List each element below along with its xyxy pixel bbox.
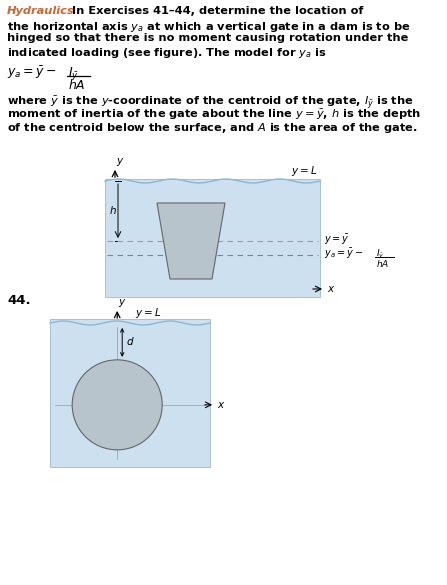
Text: hinged so that there is no moment causing rotation under the: hinged so that there is no moment causin… xyxy=(7,33,409,43)
Text: indicated loading (see figure). The model for $y_a$ is: indicated loading (see figure). The mode… xyxy=(7,46,327,60)
Text: $y = \bar{y}$: $y = \bar{y}$ xyxy=(324,233,350,247)
Text: $I_{\bar{y}}$: $I_{\bar{y}}$ xyxy=(68,65,79,82)
Text: $d$: $d$ xyxy=(126,335,135,347)
Text: y: y xyxy=(116,156,122,166)
Text: $y_a = \bar{y} -$: $y_a = \bar{y} -$ xyxy=(7,64,57,81)
Text: In Exercises 41–44, determine the location of: In Exercises 41–44, determine the locati… xyxy=(72,6,363,16)
Text: $y = L$: $y = L$ xyxy=(291,164,317,178)
Text: $x$: $x$ xyxy=(217,400,225,410)
Text: $a$: $a$ xyxy=(142,422,150,432)
Text: $hA$: $hA$ xyxy=(376,258,389,269)
Bar xyxy=(105,179,320,297)
Text: Hydraulics: Hydraulics xyxy=(7,6,75,16)
Text: $hA$: $hA$ xyxy=(68,78,86,92)
Text: h: h xyxy=(110,206,116,216)
Bar xyxy=(50,319,210,467)
Text: $I_{\bar{y}}$: $I_{\bar{y}}$ xyxy=(376,248,384,261)
Text: moment of inertia of the gate about the line $y = \bar{y}$, $h$ is the depth: moment of inertia of the gate about the … xyxy=(7,108,421,122)
Text: of the centroid below the surface, and $A$ is the area of the gate.: of the centroid below the surface, and $… xyxy=(7,121,417,135)
Polygon shape xyxy=(157,203,225,279)
Text: $x$: $x$ xyxy=(327,284,336,294)
Text: $y_a = \bar{y} - $: $y_a = \bar{y} - $ xyxy=(324,247,363,261)
Text: where $\bar{y}$ is the $y$-coordinate of the centroid of the gate, $I_{\bar{y}}$: where $\bar{y}$ is the $y$-coordinate of… xyxy=(7,94,414,111)
Text: the horizontal axis $y_a$ at which a vertical gate in a dam is to be: the horizontal axis $y_a$ at which a ver… xyxy=(7,19,410,33)
Text: y: y xyxy=(118,297,124,307)
Circle shape xyxy=(72,360,162,450)
Text: 44.: 44. xyxy=(7,294,31,307)
Text: $y = L$: $y = L$ xyxy=(135,306,161,320)
